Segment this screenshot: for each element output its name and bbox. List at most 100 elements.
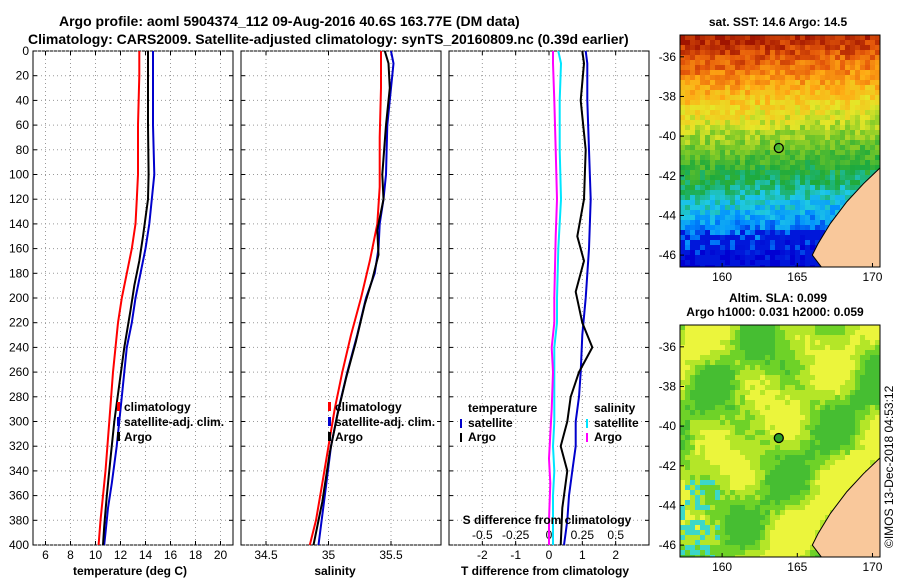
map-cell [805,415,810,420]
map-cell [805,540,810,545]
map-cell [775,500,780,505]
sla-map [680,325,880,557]
map-cell [865,435,870,440]
map-cell [835,330,840,335]
map-cell [680,45,685,50]
map-cell [805,350,810,355]
map-cell [850,345,855,350]
map-cell [870,450,875,455]
map-cell [795,385,800,390]
map-cell [685,370,690,375]
x-tick-label: 10 [89,548,103,562]
map-cell [695,185,700,190]
map-cell [825,395,830,400]
map-cell [815,350,820,355]
map-cell [805,220,810,225]
map-cell [845,460,850,465]
map-cell [680,60,685,65]
map-cell [775,125,780,130]
map-cell [835,400,840,405]
map-cell [810,395,815,400]
map-cell [725,500,730,505]
map-cell [790,175,795,180]
map-cell [775,330,780,335]
map-cell [695,195,700,200]
map-cell [790,250,795,255]
map-cell [795,345,800,350]
map-cell [770,365,775,370]
map-cell [810,520,815,525]
map-cell [705,490,710,495]
map-cell [775,495,780,500]
map-cell [715,185,720,190]
map-cell [815,385,820,390]
map-cell [685,350,690,355]
map-cell [785,400,790,405]
map-cell [835,200,840,205]
map-cell [835,470,840,475]
map-cell [770,545,775,550]
map-cell [815,100,820,105]
map-cell [855,325,860,330]
map-cell [705,360,710,365]
map-cell [835,135,840,140]
map-cell [795,230,800,235]
map-cell [770,440,775,445]
map-cell [760,165,765,170]
map-cell [805,515,810,520]
map-cell [770,460,775,465]
map-cell [750,235,755,240]
map-cell [795,535,800,540]
map-cell [795,475,800,480]
sla-map-subtitle: Argo h1000: 0.031 h2000: 0.059 [686,305,864,319]
map-cell [830,60,835,65]
map-cell [800,410,805,415]
map-cell [760,210,765,215]
map-cell [745,370,750,375]
map-cell [770,225,775,230]
map-cell [750,535,755,540]
map-cell [810,145,815,150]
map-cell [785,150,790,155]
map-cell [780,485,785,490]
map-cell [735,110,740,115]
map-cell [865,160,870,165]
map-cell [855,85,860,90]
map-cell [735,50,740,55]
map-cell [745,345,750,350]
map-cell [870,105,875,110]
map-cell [810,75,815,80]
map-cell [815,215,820,220]
map-cell [695,100,700,105]
map-cell [810,205,815,210]
map-cell [695,95,700,100]
map-cell [865,155,870,160]
map-cell [855,105,860,110]
map-cell [715,370,720,375]
map-cell [755,140,760,145]
map-cell [715,140,720,145]
map-cell [770,115,775,120]
map-cell [780,215,785,220]
map-cell [765,550,770,555]
map-cell [820,375,825,380]
map-cell [865,35,870,40]
map-cell [750,210,755,215]
map-cell [770,485,775,490]
map-cell [690,370,695,375]
map-cell [840,70,845,75]
map-cell [830,55,835,60]
map-cell [695,525,700,530]
map-cell [860,125,865,130]
map-cell [710,65,715,70]
map-cell [780,100,785,105]
map-cell [690,40,695,45]
map-cell [715,100,720,105]
map-cell [820,475,825,480]
map-cell [720,470,725,475]
map-cell [770,230,775,235]
map-cell [760,385,765,390]
map-cell [765,175,770,180]
map-cell [695,260,700,265]
map-cell [730,485,735,490]
